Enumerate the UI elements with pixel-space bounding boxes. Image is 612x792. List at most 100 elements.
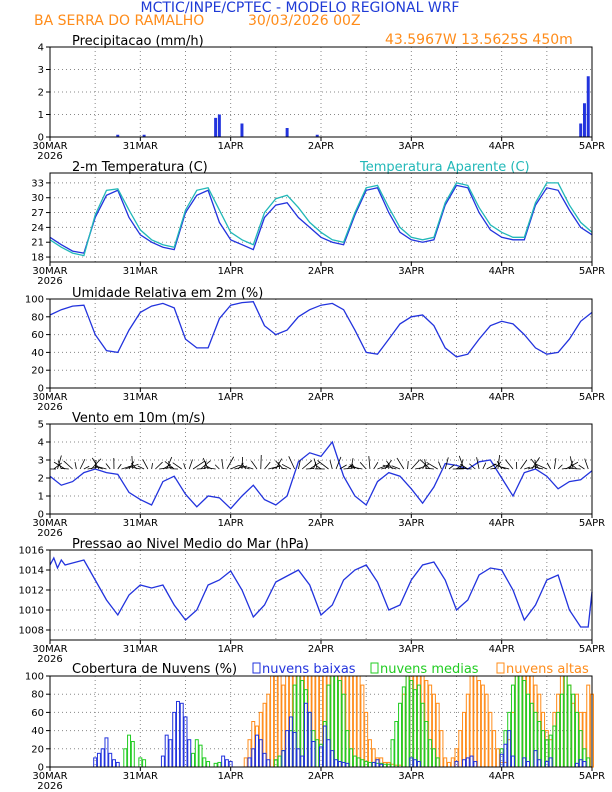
x-tick-label: 2APR xyxy=(308,518,334,529)
wind-arrow xyxy=(117,463,122,470)
mid-cloud-bar xyxy=(202,757,207,768)
wind-arrow xyxy=(94,460,97,470)
y-tick-label: 21 xyxy=(31,238,44,249)
high-cloud-bar xyxy=(443,757,448,768)
wind-arrow xyxy=(188,459,193,470)
x-tick-label: 4APR xyxy=(489,771,515,782)
low-cloud-bar xyxy=(311,741,316,768)
mid-cloud-bar xyxy=(394,721,399,768)
wind-arrow xyxy=(569,460,574,470)
legend-mid-clouds: nuvens medias xyxy=(380,662,479,677)
plot-frame xyxy=(49,172,593,263)
low-cloud-bar xyxy=(462,759,467,768)
mid-cloud-bar xyxy=(559,693,564,768)
y-tick-label: 24 xyxy=(31,223,44,234)
low-cloud-bar xyxy=(168,739,173,768)
mid-cloud-bar xyxy=(206,761,211,768)
plot-frame xyxy=(49,675,593,768)
low-cloud-bar xyxy=(247,757,252,768)
x-tick-label: 31MAR xyxy=(123,644,158,655)
low-cloud-bar xyxy=(281,750,286,768)
chart-panel-1: 0 1 2 3 4 30MAR 31MAR 1APR 2APR 3APR 4APR 5APR 2026 xyxy=(32,43,605,163)
low-cloud-bar xyxy=(526,761,530,768)
y-tick-label: 1 xyxy=(38,492,44,503)
wind-arrow xyxy=(497,455,501,470)
y-tick-label: 2 xyxy=(38,88,44,99)
x-tick-label: 3APR xyxy=(398,266,424,277)
low-cloud-bar xyxy=(108,752,113,768)
panel-2-title: 2-m Temperatura (C) xyxy=(72,160,208,175)
mid-cloud-bar xyxy=(405,675,410,768)
low-cloud-bar xyxy=(409,757,414,768)
wind-arrow xyxy=(278,462,280,470)
y-tick-label: 0 xyxy=(38,763,44,774)
legend-high-clouds-box xyxy=(496,662,505,674)
wind-arrow xyxy=(368,456,371,470)
wind-arrow xyxy=(221,459,224,470)
wind-arrow xyxy=(546,462,551,470)
x-year-label: 2026 xyxy=(37,402,62,413)
mid-cloud-bar xyxy=(574,711,579,768)
wind-arrow xyxy=(578,464,585,470)
plot-frame xyxy=(49,46,593,138)
x-tick-label: 2APR xyxy=(308,141,334,152)
low-cloud-bar xyxy=(473,761,478,768)
x-tick-label: 2APR xyxy=(308,771,334,782)
chart-panel-5: 1008 1010 1012 1014 1016 30MAR 31MAR 1APR 2APR 3A… xyxy=(19,546,606,666)
y-tick-label: 0 xyxy=(38,133,44,144)
high-cloud-bar xyxy=(488,711,493,768)
low-cloud-bar xyxy=(255,734,259,768)
x-tick-label: 4APR xyxy=(489,392,515,403)
high-cloud-bar xyxy=(360,684,365,768)
wind-arrow xyxy=(535,466,544,470)
low-cloud-bar xyxy=(503,743,508,768)
wind-arrow xyxy=(381,466,389,470)
x-tick-label: 5APR xyxy=(579,266,605,277)
high-cloud-bar xyxy=(450,757,455,768)
chart-panel-3: 0 20 40 60 80 100 30MAR 31MAR 1APR 2APR 3APR 4APR 5A… xyxy=(25,295,605,414)
y-tick-label: 1010 xyxy=(19,606,44,617)
low-cloud-bar xyxy=(221,755,226,768)
high-cloud-bar xyxy=(277,675,282,768)
panel-1-title: Precipitacao (mm/h) xyxy=(72,34,204,49)
wind-arrow xyxy=(192,460,205,470)
low-cloud-bar xyxy=(172,711,177,768)
y-tick-label: 1 xyxy=(38,110,44,121)
wind-arrow xyxy=(458,455,465,470)
wind-arrow xyxy=(335,456,342,470)
wind-arrow xyxy=(241,462,247,470)
x-tick-label: 1APR xyxy=(218,266,244,277)
wind-arrow xyxy=(74,462,77,470)
header-run: 30/03/2026 00Z xyxy=(248,13,361,29)
wind-arrow xyxy=(230,464,240,470)
low-cloud-bar xyxy=(371,761,376,768)
x-tick-label: 5APR xyxy=(579,141,605,152)
legend-high-clouds: nuvens altas xyxy=(506,662,589,677)
wind-arrow xyxy=(63,460,73,470)
wind-arrow xyxy=(83,465,90,470)
low-cloud-bar xyxy=(337,761,342,768)
high-cloud-bar xyxy=(273,675,278,768)
y-tick-label: 20 xyxy=(31,744,44,755)
mid-cloud-bar xyxy=(356,757,361,768)
wind-arrow xyxy=(426,461,438,470)
wind-arrow xyxy=(247,466,254,470)
y-tick-label: 0 xyxy=(38,384,44,395)
wind-arrow xyxy=(281,467,288,470)
mid-cloud-bar xyxy=(367,761,372,768)
wind-arrow xyxy=(234,465,248,470)
legend-low-clouds-box xyxy=(252,662,261,674)
x-tick-label: 30MAR xyxy=(32,266,67,277)
wind-arrow xyxy=(444,457,449,470)
wind-arrow xyxy=(339,464,347,470)
wind-arrow xyxy=(128,461,135,470)
wind-arrow xyxy=(343,467,356,470)
wind-arrow xyxy=(281,463,292,470)
mid-cloud-bar xyxy=(563,675,568,768)
y-tick-label: 100 xyxy=(25,672,44,683)
low-cloud-bar xyxy=(164,734,169,768)
wind-arrows xyxy=(50,454,589,470)
mid-cloud-bar xyxy=(130,741,135,768)
grid-lines xyxy=(49,173,593,262)
